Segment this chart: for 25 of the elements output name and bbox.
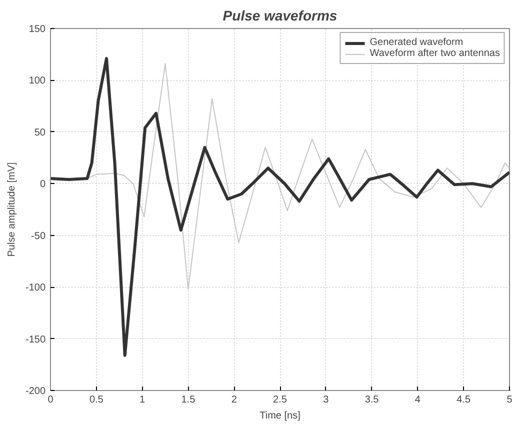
x-tick-label: 2 (231, 394, 238, 406)
x-axis-title: Time [ns] (260, 410, 301, 422)
x-tick-label: 1 (140, 394, 146, 406)
legend-label: Waveform after two antennas (370, 48, 500, 59)
legend-label: Generated waveform (370, 37, 464, 48)
y-tick-label: 0 (40, 179, 46, 190)
y-tick-label: -150 (25, 334, 46, 346)
x-tick-label: 2.5 (273, 394, 288, 406)
y-tick-label: 150 (28, 24, 46, 35)
y-tick-label: 100 (28, 76, 46, 87)
x-tick-label: 0 (48, 394, 54, 406)
x-tick-label: 1.5 (181, 394, 196, 406)
x-tick-label: 5 (506, 394, 513, 406)
line-series (50, 56, 510, 357)
y-axis-title: Pulse amplitude [mV] (6, 162, 18, 257)
x-tick-label: 3.5 (364, 394, 380, 406)
chart-title: Pulse waveforms (222, 8, 338, 24)
x-tick-label: 4.5 (456, 394, 471, 406)
x-tick-label: 3 (323, 394, 330, 406)
x-tick-label: 4 (414, 394, 421, 406)
y-tick-label: -200 (25, 386, 46, 397)
y-tick-label: -100 (25, 282, 46, 294)
x-tick-label: 0.5 (89, 394, 104, 406)
y-tick-label: -50 (31, 230, 46, 242)
y-tick-label: 50 (34, 127, 46, 138)
